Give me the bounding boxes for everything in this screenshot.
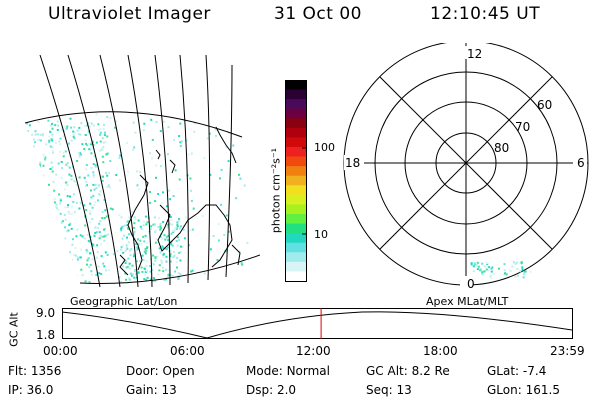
geographic-map (24, 55, 260, 288)
mlt-label-0: 0 (467, 277, 475, 291)
time-tick-1200: 12:00 (296, 344, 331, 358)
info-glat: GLat: -7.4 (487, 364, 547, 378)
info-glon: GLon: 161.5 (487, 383, 560, 397)
mlat-label-80: 80 (494, 141, 510, 155)
mlat-label-70: 70 (515, 120, 531, 134)
gc-alt-axis-label: GC Alt (7, 312, 21, 347)
observation-time: 12:10:45 UT (430, 4, 541, 24)
time-tick-0000: 00:00 (43, 344, 78, 358)
colorbar-unit-label: photon cm⁻²s⁻¹ (269, 147, 283, 234)
coastlines (119, 126, 241, 276)
observation-date: 31 Oct 00 (274, 4, 362, 24)
info-flight: Flt: 1356 (8, 364, 62, 378)
geographic-projection-label: Geographic Lat/Lon (70, 295, 178, 308)
gc-alt-tick-min: 1.8 (36, 328, 56, 342)
meridian-grid (24, 55, 260, 288)
mlt-label-12: 12 (467, 47, 483, 61)
gc-alt-timeline (62, 308, 573, 339)
colorbar-tick-100: 100 (314, 141, 335, 154)
mlt-label-18: 18 (345, 156, 361, 170)
info-seq: Seq: 13 (366, 383, 412, 397)
info-gc-alt: GC Alt: 8.2 Re (366, 364, 450, 378)
info-ip: IP: 36.0 (8, 383, 54, 397)
info-mode: Mode: Normal (246, 364, 330, 378)
colorbar-tick-10: 10 (314, 228, 328, 241)
info-door: Door: Open (126, 364, 195, 378)
time-tick-1800: 18:00 (423, 344, 458, 358)
time-tick-2359: 23:59 (550, 344, 585, 358)
instrument-title: Ultraviolet Imager (48, 4, 211, 24)
apex-projection-label: Apex MLat/MLT (426, 295, 509, 308)
mlt-label-6: 6 (577, 156, 585, 170)
info-gain: Gain: 13 (126, 383, 177, 397)
time-tick-0600: 06:00 (170, 344, 205, 358)
gc-alt-tick-max: 9.0 (36, 306, 56, 320)
info-dsp: Dsp: 2.0 (246, 383, 297, 397)
mlat-label-60: 60 (537, 98, 553, 112)
polar-emission (470, 261, 532, 279)
polar-plot (343, 43, 589, 289)
colorbar (285, 80, 307, 282)
